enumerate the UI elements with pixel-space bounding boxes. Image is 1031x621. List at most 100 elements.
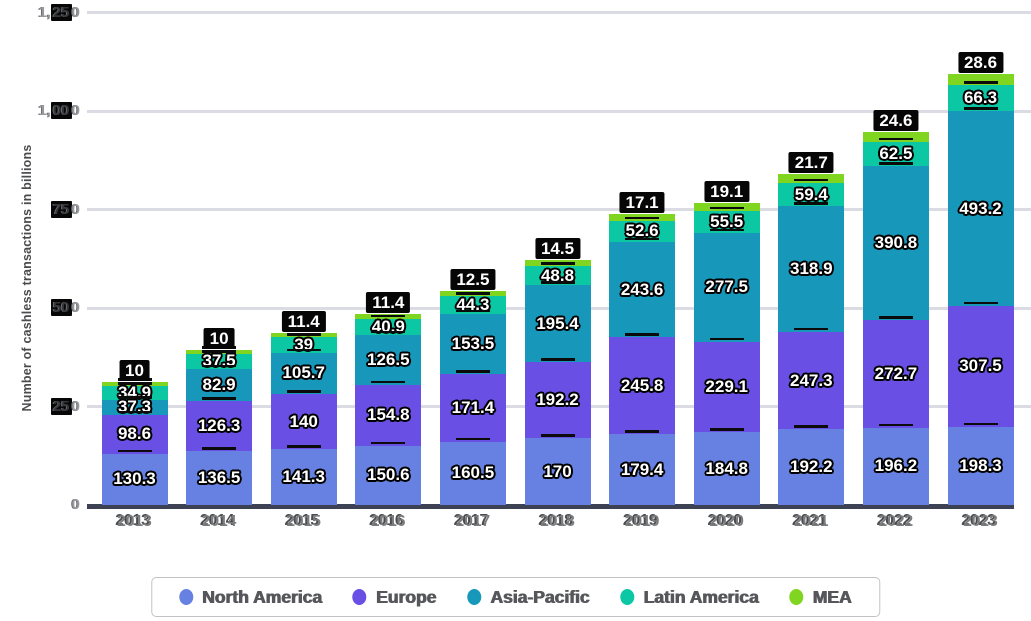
- segment-boundary-dash: [878, 423, 913, 427]
- segment-europe: 245.8: [609, 333, 676, 435]
- segment-boundary-dash: [540, 262, 575, 265]
- segment-north-america: 170: [524, 434, 591, 505]
- segment-boundary-dash: [963, 422, 998, 426]
- segment-boundary-dash: [963, 301, 998, 305]
- legend: North America Europe Asia-Pacific Latin Ame…: [150, 577, 881, 617]
- y-tick-text: 0: [71, 496, 80, 513]
- segment-boundary-dash: [286, 333, 321, 336]
- bar-2023: 198.3 307.5 493.2 66.3 28.6: [947, 12, 1014, 505]
- bar-2017: 160.5 171.4 153.5 44.3 12.5: [439, 12, 506, 505]
- segment-north-america: 141.3: [270, 445, 337, 505]
- mea-value-pill: 11.4: [366, 292, 411, 314]
- latin-america-legend-dot-icon: [620, 589, 635, 605]
- segment-europe: 272.7: [862, 316, 929, 428]
- bar-2021: 192.2 247.3 318.9 59.4 21.7: [778, 12, 845, 505]
- value-label-asia-pacific: 195.4: [536, 313, 579, 333]
- y-tick-text: 25: [50, 3, 72, 21]
- segment-boundary-dash: [625, 216, 660, 220]
- value-label-north-america: 184.8: [705, 458, 748, 478]
- mea-value-pill: 10: [203, 328, 235, 350]
- bar-2014: 136.5 126.3 82.9 37.5 10: [186, 12, 253, 505]
- x-tick-label-2019: 2019: [624, 513, 660, 530]
- value-label-latin-america: 66.3: [963, 88, 998, 108]
- value-label-latin-america: 52.6: [625, 221, 659, 241]
- mea-value-pill: 28.6: [957, 52, 1004, 74]
- value-label-asia-pacific: 493.2: [959, 198, 1002, 218]
- segment-asia-pacific: 82.9: [186, 364, 253, 402]
- bar-2022: 196.2 272.7 390.8 62.5 24.6: [862, 12, 929, 505]
- segment-boundary-dash: [371, 330, 406, 334]
- value-label-europe: 171.4: [451, 398, 495, 417]
- segment-latin-america: 48.8: [524, 262, 591, 286]
- y-tick-text: 0: [71, 397, 80, 415]
- mea-value-pill: 14.5: [534, 238, 581, 260]
- segment-boundary-dash: [202, 447, 237, 450]
- value-label-latin-america: 44.3: [456, 295, 490, 315]
- value-label-asia-pacific: 105.7: [282, 363, 325, 383]
- segment-asia-pacific: 493.2: [947, 107, 1014, 306]
- europe-legend-dot-icon: [352, 589, 367, 605]
- segment-europe: 98.6: [101, 410, 168, 454]
- segment-asia-pacific: 153.5: [439, 309, 506, 375]
- segment-boundary-dash: [878, 162, 913, 165]
- gridline: [87, 208, 1031, 211]
- segment-boundary-dash: [709, 206, 744, 210]
- segment-boundary-dash: [878, 137, 913, 141]
- y-tick-label: 25 0: [0, 397, 80, 417]
- segment-north-america: 196.2: [862, 423, 929, 505]
- value-label-europe: 126.3: [197, 416, 241, 436]
- y-tick-text: 1,: [38, 102, 51, 119]
- segment-asia-pacific: 243.6: [609, 237, 676, 338]
- segment-latin-america: 44.3: [439, 292, 506, 315]
- bar-2016: 150.6 154.8 126.5 40.9 11.4: [355, 12, 422, 505]
- legend-item-asia-pacific[interactable]: Asia-Pacific: [467, 587, 590, 608]
- x-tick-label-2021: 2021: [794, 513, 829, 530]
- segment-europe: 154.8: [355, 380, 422, 446]
- value-label-latin-america: 34.9: [117, 383, 152, 403]
- x-tick-label-2015: 2015: [286, 513, 321, 530]
- bar-2015: 141.3 140 105.7 39 11.4: [270, 12, 337, 505]
- value-label-latin-america: 59.4: [794, 184, 828, 204]
- legend-item-latin-america[interactable]: Latin America: [620, 587, 759, 608]
- segment-boundary-dash: [709, 337, 744, 341]
- segment-north-america: 130.3: [101, 449, 168, 505]
- segment-europe: 247.3: [778, 327, 845, 430]
- segment-asia-pacific: 195.4: [524, 281, 591, 363]
- value-label-north-america: 160.5: [451, 463, 495, 483]
- mea-value-pill: 19.1: [704, 181, 750, 203]
- segment-boundary-dash: [117, 410, 152, 414]
- segment-boundary-dash: [540, 434, 575, 437]
- mea-value-pill: 12.5: [450, 269, 496, 291]
- legend-item-north-america[interactable]: North America: [178, 587, 323, 608]
- value-label-latin-america: 37.5: [202, 351, 236, 371]
- value-label-latin-america: 62.5: [879, 143, 913, 163]
- y-tick-label: 50 0: [0, 298, 80, 318]
- y-tick-text: 0: [71, 3, 80, 21]
- value-label-asia-pacific: 390.8: [874, 233, 918, 253]
- legend-item-europe[interactable]: Europe: [352, 587, 437, 608]
- segment-latin-america: 55.5: [693, 206, 760, 233]
- segment-boundary-dash: [117, 449, 152, 453]
- segment-boundary-dash: [625, 237, 660, 241]
- segment-boundary-dash: [625, 333, 660, 336]
- segment-europe: 307.5: [947, 301, 1014, 427]
- mea-legend-dot-icon: [789, 589, 804, 605]
- segment-boundary-dash: [202, 364, 237, 368]
- segment-boundary-dash: [878, 316, 913, 319]
- y-tick-label: 75 0: [0, 200, 80, 220]
- segment-boundary-dash: [963, 107, 998, 110]
- segment-boundary-dash: [117, 382, 152, 385]
- segment-latin-america: 66.3: [947, 81, 1014, 112]
- segment-europe: 126.3: [186, 397, 253, 452]
- value-label-asia-pacific: 82.9: [202, 375, 236, 395]
- north-america-legend-dot-icon: [178, 589, 193, 605]
- segment-asia-pacific: 277.5: [693, 228, 760, 342]
- x-tick-label-2017: 2017: [455, 513, 491, 530]
- value-label-north-america: 130.3: [113, 469, 156, 489]
- y-tick-text: 00: [50, 102, 72, 119]
- value-label-europe: 98.6: [117, 424, 152, 444]
- value-label-europe: 247.3: [790, 370, 833, 390]
- segment-boundary-dash: [455, 437, 490, 441]
- value-label-europe: 192.2: [536, 390, 579, 410]
- legend-item-mea[interactable]: MEA: [789, 587, 852, 608]
